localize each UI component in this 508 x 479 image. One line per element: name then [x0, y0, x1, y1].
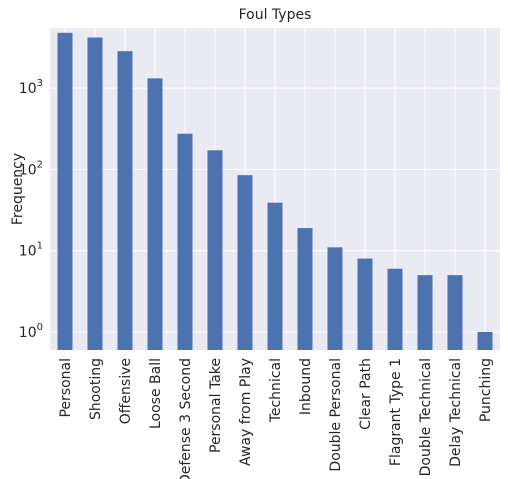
y-tick-label: 100 [19, 322, 43, 341]
x-tick-label: Punching [478, 358, 494, 422]
y-axis-ticks: 100 101 102 103 [19, 78, 43, 341]
x-tick-label: Delay Technical [448, 358, 464, 467]
x-tick-label: Double Technical [418, 358, 434, 476]
x-tick-label: Inbound [298, 358, 314, 415]
x-tick-label: Technical [268, 358, 284, 423]
chart-title: Foul Types [239, 7, 312, 23]
x-tick-label: Personal [58, 358, 74, 418]
y-tick-label: 102 [19, 159, 43, 178]
y-axis-label: Frequency [10, 153, 26, 225]
bar-clear-path [357, 258, 373, 350]
x-tick-label: Personal Take [208, 358, 224, 453]
x-tick-label: Clear Path [358, 358, 374, 430]
bar-flagrant-type-1 [387, 268, 403, 350]
x-axis-ticks: Personal Shooting Offensive Loose Ball Defen… [58, 358, 494, 479]
bar-shooting [87, 37, 103, 350]
bar-offensive [117, 51, 133, 350]
x-tick-label: Defense 3 Second [178, 358, 194, 479]
bar-punching [477, 331, 493, 350]
bar-loose-ball [147, 78, 163, 350]
y-tick-label: 101 [19, 241, 43, 260]
bars-group [57, 32, 493, 351]
bar-double-technical [417, 275, 433, 350]
x-tick-label: Loose Ball [148, 358, 164, 429]
bar-personal [57, 32, 73, 351]
bar-delay-technical [447, 275, 463, 350]
bar-away-from-play [237, 175, 253, 350]
x-tick-label: Flagrant Type 1 [388, 358, 404, 466]
bar-defense-3-second [177, 133, 193, 350]
x-tick-label: Away from Play [238, 358, 254, 466]
bar-personal-take [207, 150, 223, 350]
bar-double-personal [327, 247, 343, 350]
y-tick-label: 103 [19, 78, 43, 97]
x-tick-label: Double Personal [328, 358, 344, 472]
bar-technical [267, 202, 283, 350]
x-tick-label: Offensive [118, 358, 134, 424]
bar-inbound [297, 228, 313, 350]
x-tick-label: Shooting [88, 358, 104, 420]
